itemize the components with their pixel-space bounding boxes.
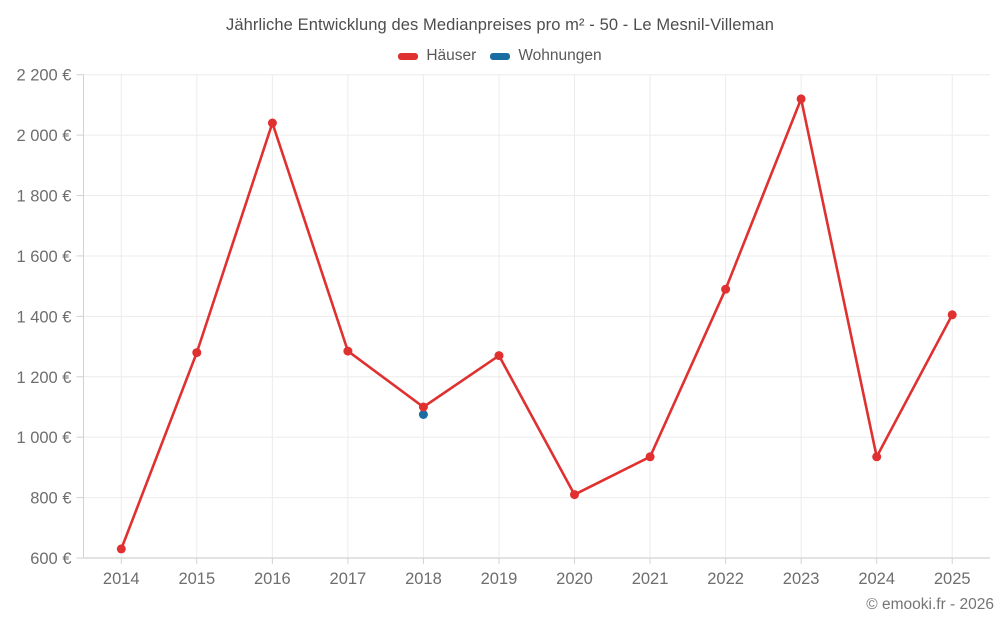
x-tick-label: 2023 bbox=[783, 570, 820, 588]
wohnungen-legend-swatch bbox=[490, 52, 511, 60]
y-tick-label: 2 200 € bbox=[16, 67, 71, 85]
y-tick-label: 600 € bbox=[30, 550, 71, 568]
chart-title: Jährliche Entwicklung des Medianpreises … bbox=[226, 16, 774, 34]
y-tick-label: 1 000 € bbox=[16, 429, 71, 447]
y-tick-label: 1 800 € bbox=[16, 188, 71, 206]
x-tick-label: 2015 bbox=[178, 570, 215, 588]
data-point-h-user-2021[interactable] bbox=[645, 452, 655, 462]
data-point-h-user-2018[interactable] bbox=[418, 402, 428, 412]
y-tick-label: 1 600 € bbox=[16, 248, 71, 266]
data-point-h-user-2024[interactable] bbox=[872, 452, 882, 462]
x-tick-label: 2018 bbox=[405, 570, 442, 588]
legend-item-hauser[interactable]: Häuser bbox=[398, 47, 476, 65]
wohnungen-legend-label: Wohnungen bbox=[518, 47, 602, 64]
x-tick-label: 2022 bbox=[707, 570, 744, 588]
y-tick-label: 800 € bbox=[30, 490, 71, 508]
x-tick-label: 2020 bbox=[556, 570, 593, 588]
data-point-h-user-2025[interactable] bbox=[947, 310, 957, 320]
data-point-h-user-2019[interactable] bbox=[494, 351, 504, 361]
y-tick-label: 2 000 € bbox=[16, 127, 71, 145]
x-axis-labels: 2014 2015 2016 2017 2018 2019 2020 2021 2022 2023… bbox=[103, 570, 971, 588]
data-point-h-user-2022[interactable] bbox=[721, 284, 731, 294]
legend-item-wohnungen[interactable]: Wohnungen bbox=[490, 47, 602, 65]
copyright-footer: © emooki.fr - 2026 bbox=[866, 596, 994, 613]
data-point-h-user-2015[interactable] bbox=[192, 348, 202, 358]
data-point-wohnungen-2018[interactable] bbox=[418, 410, 428, 419]
series-line-h-user bbox=[120, 94, 954, 550]
x-tick-label: 2016 bbox=[254, 570, 291, 588]
data-point-h-user-2014[interactable] bbox=[116, 544, 126, 554]
hauser-legend-label: Häuser bbox=[426, 47, 477, 64]
data-point-h-user-2020[interactable] bbox=[570, 490, 579, 500]
data-point-h-user-2023[interactable] bbox=[796, 94, 806, 104]
x-tick-label: 2025 bbox=[934, 570, 971, 588]
x-tick-label: 2014 bbox=[103, 570, 140, 588]
x-tick-label: 2024 bbox=[858, 570, 895, 588]
data-point-h-user-2016[interactable] bbox=[267, 118, 277, 128]
series-h-user bbox=[116, 94, 957, 554]
hauser-legend-swatch bbox=[398, 52, 419, 60]
series-wohnungen bbox=[418, 410, 428, 419]
axes bbox=[76, 74, 990, 564]
x-tick-label: 2017 bbox=[330, 570, 367, 588]
x-tick-label: 2019 bbox=[481, 570, 518, 588]
y-tick-label: 1 200 € bbox=[16, 369, 71, 387]
y-tick-label: 1 400 € bbox=[16, 308, 71, 326]
chart-legend: Häuser Wohnungen bbox=[0, 47, 1000, 65]
x-tick-label: 2021 bbox=[632, 570, 669, 588]
data-point-h-user-2017[interactable] bbox=[343, 346, 353, 356]
gridlines bbox=[83, 74, 990, 558]
y-axis-labels: 600 € 800 € 1 000 € 1 200 € 1 400 € 1 600 € 1 … bbox=[16, 67, 71, 568]
